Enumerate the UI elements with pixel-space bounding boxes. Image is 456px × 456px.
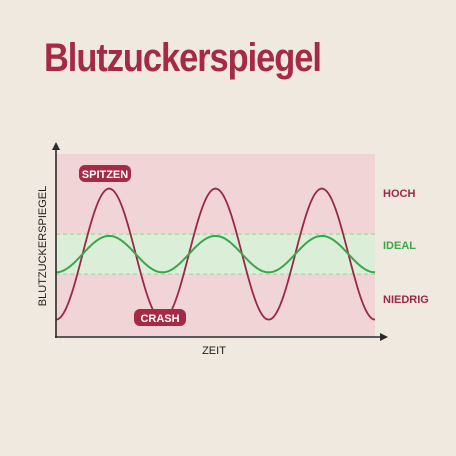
spike-series-line	[55, 187, 376, 321]
peak-annotation-box	[79, 165, 131, 182]
y-axis-label: BLUTZUCKERSPIEGEL	[37, 186, 49, 306]
chart-title: Blutzuckerspiegel	[44, 36, 322, 80]
trough-annotation-badge: CRASH	[134, 309, 186, 326]
ideal-series-line	[55, 234, 376, 274]
level-label-low: NIEDRIG	[383, 294, 429, 306]
ideal-band	[56, 234, 375, 275]
level-label-high: HOCH	[383, 188, 415, 200]
x-axis-label: ZEIT	[202, 345, 226, 357]
trough-annotation-box	[134, 309, 186, 326]
trough-annotation-text: CRASH	[140, 313, 179, 325]
peak-annotation-badge: SPITZEN	[79, 165, 131, 182]
x-axis-arrow	[380, 333, 388, 341]
level-label-ideal: IDEAL	[383, 240, 416, 252]
y-axis-arrow	[52, 142, 60, 150]
peak-annotation-text: SPITZEN	[82, 169, 129, 181]
axes	[52, 142, 388, 341]
